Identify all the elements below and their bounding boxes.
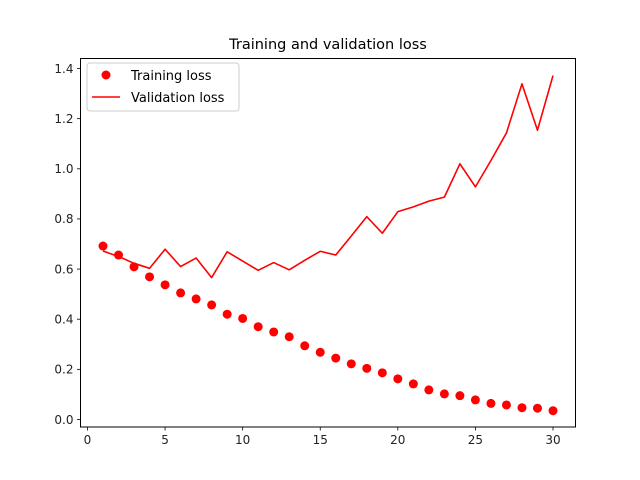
y-tick-label: 1.2 <box>54 112 73 126</box>
data-point-training-loss <box>315 347 325 357</box>
data-point-training-loss <box>284 332 294 342</box>
data-point-training-loss <box>222 309 232 319</box>
data-point-training-loss <box>331 353 341 363</box>
plot-area <box>98 75 558 416</box>
x-tick-label: 30 <box>545 433 560 447</box>
data-point-training-loss <box>253 322 263 332</box>
data-point-training-loss <box>160 280 170 290</box>
x-tick-label: 5 <box>161 433 169 447</box>
y-tick-label: 0.0 <box>54 413 73 427</box>
axes-frame <box>80 58 576 428</box>
x-tick-label: 10 <box>235 433 250 447</box>
x-tick-label: 0 <box>84 433 92 447</box>
data-point-training-loss <box>408 379 418 389</box>
data-point-training-loss <box>191 294 201 304</box>
y-tick-label: 0.6 <box>54 262 73 276</box>
y-tick-label: 1.4 <box>54 62 73 76</box>
data-point-training-loss <box>269 327 279 337</box>
data-point-training-loss <box>532 403 542 413</box>
data-point-training-loss <box>486 398 496 408</box>
x-tick-label: 25 <box>468 433 483 447</box>
x-tick-label: 15 <box>313 433 328 447</box>
data-point-training-loss <box>300 341 310 351</box>
data-point-training-loss <box>548 406 558 416</box>
y-tick-label: 0.2 <box>54 363 73 377</box>
legend-marker-training-loss <box>101 70 111 80</box>
data-point-training-loss <box>207 300 217 310</box>
y-tick-label: 0.8 <box>54 212 73 226</box>
series-line-validation-loss <box>102 75 554 279</box>
data-point-training-loss <box>377 368 387 378</box>
y-tick-label: 0.4 <box>54 313 73 327</box>
x-tick-label: 20 <box>390 433 405 447</box>
legend: Training loss Validation loss <box>86 62 240 112</box>
data-point-training-loss <box>439 389 449 399</box>
legend-label-validation-loss: Validation loss <box>131 91 225 106</box>
chart-title: Training and validation loss <box>228 37 427 53</box>
x-axis: 0 5 10 15 20 25 30 <box>84 427 561 447</box>
data-point-training-loss <box>346 359 356 369</box>
data-point-training-loss <box>455 391 465 401</box>
data-point-training-loss <box>424 385 434 395</box>
legend-label-training-loss: Training loss <box>130 69 212 84</box>
data-point-training-loss <box>238 313 248 323</box>
data-point-training-loss <box>470 395 480 405</box>
data-point-training-loss <box>362 363 372 373</box>
data-point-training-loss <box>145 272 155 282</box>
data-point-training-loss <box>98 241 108 251</box>
data-point-training-loss <box>517 403 527 413</box>
data-point-training-loss <box>393 374 403 384</box>
y-axis: 0.0 0.2 0.4 0.6 0.8 1.0 1.2 1.4 <box>54 62 81 427</box>
legend-frame <box>86 62 240 112</box>
y-tick-label: 1.0 <box>54 162 73 176</box>
data-point-training-loss <box>501 400 511 410</box>
data-point-training-loss <box>176 288 186 298</box>
